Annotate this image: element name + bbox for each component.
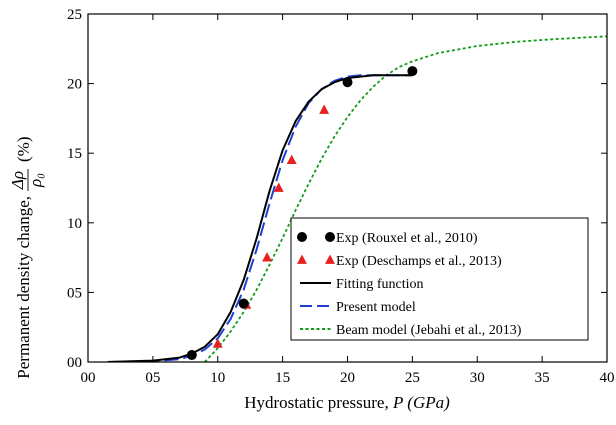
y-tick-label: 10	[67, 216, 82, 232]
data-point	[286, 154, 297, 165]
x-tick-label: 35	[535, 370, 550, 386]
y-tick-label: 05	[67, 285, 82, 301]
data-point	[212, 338, 223, 348]
data-point	[319, 104, 330, 114]
data-point	[273, 182, 284, 192]
legend-swatch	[297, 254, 307, 264]
x-tick-label: 15	[275, 370, 290, 386]
legend-label: Present model	[336, 300, 416, 315]
x-tick-label: 40	[600, 370, 615, 386]
tick-layer: 00 05 10 15 20 25 30 35 40 00 05 10 15 20 25	[67, 7, 615, 386]
series-line	[107, 74, 413, 362]
legend-swatch	[325, 254, 335, 264]
x-tick-label: 05	[145, 370, 160, 386]
x-tick-label: 00	[81, 370, 96, 386]
x-tick-label: 25	[405, 370, 420, 386]
legend: Exp (Rouxel et al., 2010) Exp (Deschamps …	[290, 217, 589, 341]
data-point	[262, 252, 273, 262]
series-line	[204, 35, 607, 362]
data-point	[342, 77, 353, 88]
y-axis-title: Permanent density change, Δρ ρ₀ (%)	[8, 137, 45, 379]
legend-label: Exp (Deschamps et al., 2013)	[336, 254, 502, 269]
data-point	[238, 298, 249, 309]
y-tick-label: 15	[67, 146, 82, 162]
legend-label: Exp (Rouxel et al., 2010)	[336, 231, 478, 246]
y-tick-label: 25	[67, 7, 82, 23]
legend-frame	[290, 217, 589, 341]
legend-label: Fitting function	[336, 277, 424, 292]
y-tick-label: 00	[67, 355, 82, 371]
x-axis-title: Hydrostatic pressure, P (GPa)	[244, 393, 450, 412]
svg-text:Permanent density change,: Permanent density change,	[14, 196, 33, 379]
legend-swatch	[325, 232, 335, 242]
y-tick-label: 20	[67, 77, 82, 93]
legend-label: Beam model (Jebahi et al., 2013)	[336, 323, 522, 338]
svg-text:Δρ: Δρ	[8, 171, 27, 190]
svg-text:ρ₀: ρ₀	[26, 173, 45, 188]
x-tick-label: 10	[210, 370, 225, 386]
svg-text:(%): (%)	[14, 137, 33, 162]
x-tick-label: 20	[340, 370, 355, 386]
data-point	[186, 350, 197, 361]
x-tick-label: 30	[470, 370, 485, 386]
legend-swatch	[297, 232, 307, 242]
data-point	[407, 66, 418, 77]
series-layer	[107, 35, 607, 362]
